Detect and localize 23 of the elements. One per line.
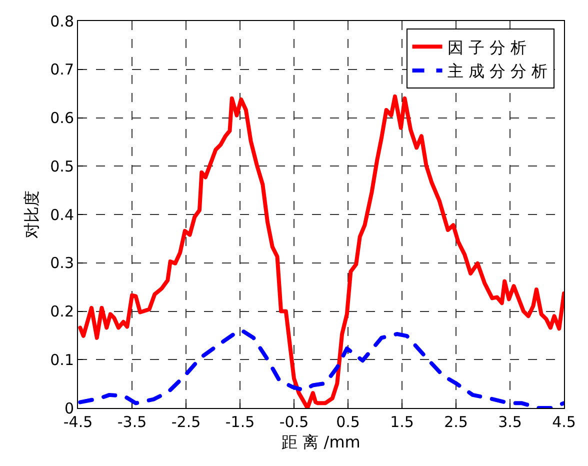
x-tick-label: -3.5 xyxy=(117,413,147,431)
y-tick-label: 0.3 xyxy=(50,254,74,272)
x-tick-label: 1.5 xyxy=(390,413,414,431)
x-tick-label: -2.5 xyxy=(171,413,201,431)
x-axis-title: 距 离 /mm xyxy=(282,432,360,452)
x-tick-label: 4.5 xyxy=(552,413,576,431)
x-tick-label: -1.5 xyxy=(225,413,255,431)
line-series xyxy=(78,94,564,408)
x-tick-label: -0.5 xyxy=(279,413,309,431)
y-tick-label: 0.5 xyxy=(50,157,74,176)
legend-label: 因 子 分 析 xyxy=(447,38,527,57)
y-tick-label: 0.7 xyxy=(50,60,74,79)
x-tick-label: 2.5 xyxy=(444,413,468,431)
y-tick-label: 0.4 xyxy=(50,206,74,224)
y-tick-label: 0.6 xyxy=(50,109,74,127)
line-series xyxy=(78,328,564,408)
y-tick-label: 0.2 xyxy=(50,302,74,320)
y-axis-title: 对比度 xyxy=(22,190,42,238)
legend-label: 主 成 分 分 析 xyxy=(447,62,548,81)
y-tick-label: 0.1 xyxy=(50,350,74,369)
x-tick-label: 0.5 xyxy=(336,413,360,431)
y-tick-label: 0.8 xyxy=(50,12,74,30)
x-tick-label: 3.5 xyxy=(498,413,522,431)
